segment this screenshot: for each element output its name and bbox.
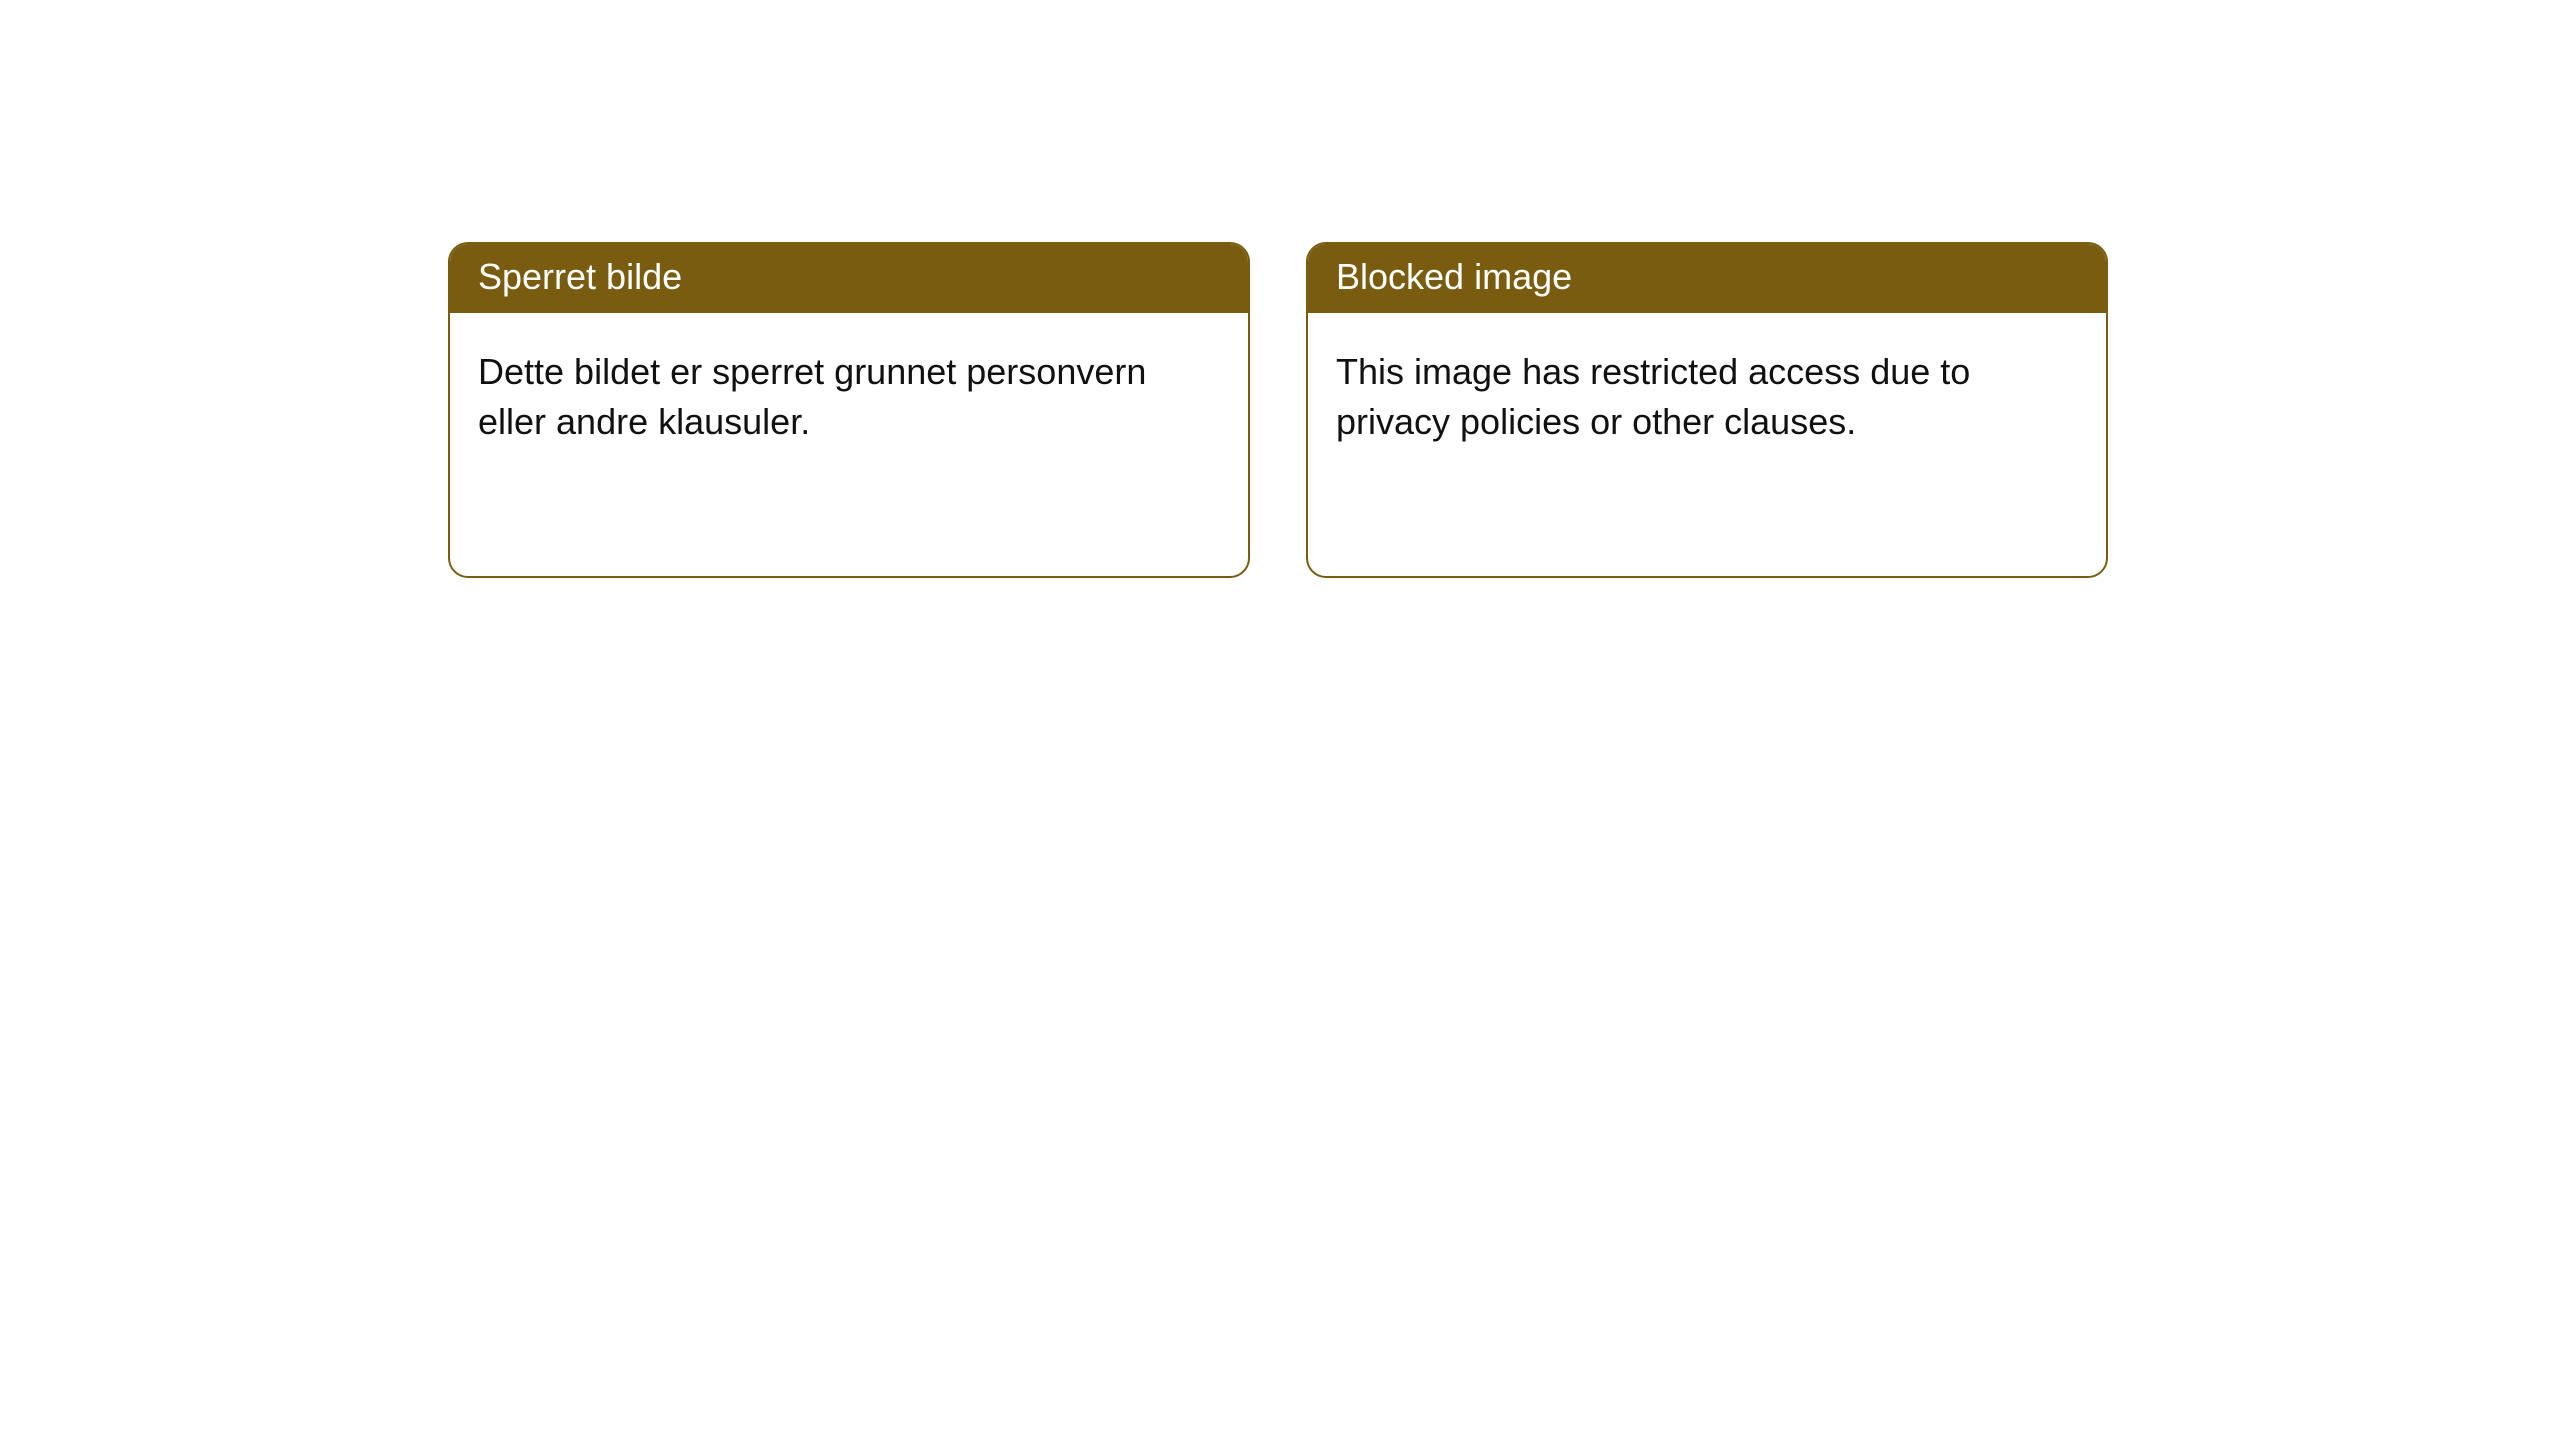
notice-title: Sperret bilde — [450, 244, 1248, 313]
notice-title: Blocked image — [1308, 244, 2106, 313]
notice-body: Dette bildet er sperret grunnet personve… — [450, 313, 1248, 482]
notice-body: This image has restricted access due to … — [1308, 313, 2106, 482]
notice-container: Sperret bilde Dette bildet er sperret gr… — [0, 0, 2560, 578]
notice-card-norwegian: Sperret bilde Dette bildet er sperret gr… — [448, 242, 1250, 578]
notice-card-english: Blocked image This image has restricted … — [1306, 242, 2108, 578]
